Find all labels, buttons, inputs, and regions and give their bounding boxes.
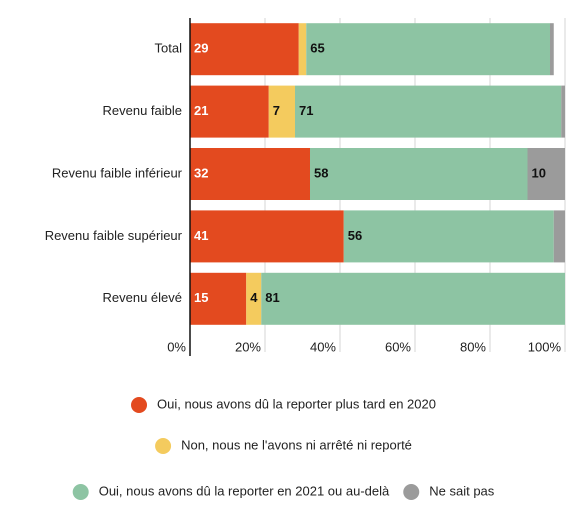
data-label: 15 bbox=[194, 290, 208, 305]
x-tick-label: 0% bbox=[167, 339, 186, 354]
y-tick-label: Revenu élevé bbox=[103, 290, 183, 305]
legend-label: Ne sait pas bbox=[429, 483, 495, 498]
x-tick-label: 20% bbox=[235, 339, 261, 354]
bar-segment bbox=[343, 210, 554, 263]
legend-label: Oui, nous avons dû la reporter en 2021 o… bbox=[99, 483, 390, 498]
legend-label: Non, nous ne l'avons ni arrêté ni report… bbox=[181, 437, 412, 452]
bar-segment bbox=[190, 85, 269, 138]
x-tick-label: 80% bbox=[460, 339, 486, 354]
y-tick-label: Total bbox=[155, 41, 183, 56]
bar-segment bbox=[190, 272, 247, 325]
bar-segment bbox=[306, 23, 550, 76]
bar-segment bbox=[261, 272, 565, 325]
bar-segment bbox=[295, 85, 562, 138]
bar-segment bbox=[561, 85, 565, 138]
x-tick-label: 60% bbox=[385, 339, 411, 354]
bar-segment bbox=[550, 23, 554, 76]
bar-segment bbox=[190, 148, 310, 200]
bar-segment bbox=[246, 272, 262, 325]
bar-segment bbox=[268, 85, 295, 138]
y-tick-label: Revenu faible bbox=[103, 103, 183, 118]
data-label: 65 bbox=[310, 41, 324, 56]
data-label: 4 bbox=[250, 290, 258, 305]
legend-item: Oui, nous avons dû la reporter en 2021 o… bbox=[72, 483, 390, 500]
data-label: 21 bbox=[194, 103, 208, 118]
legend-label: Oui, nous avons dû la reporter plus tard… bbox=[157, 396, 436, 411]
bar-segment bbox=[310, 148, 528, 200]
data-label: 10 bbox=[532, 165, 546, 180]
bar-segment bbox=[298, 23, 307, 76]
bar-segment bbox=[190, 210, 344, 263]
data-label: 41 bbox=[194, 228, 208, 243]
data-label: 56 bbox=[348, 228, 362, 243]
data-label: 7 bbox=[273, 103, 280, 118]
data-label: 81 bbox=[265, 290, 279, 305]
legend-swatch bbox=[155, 438, 172, 454]
legend-swatch bbox=[403, 484, 420, 500]
bar-segment bbox=[190, 23, 299, 76]
bars: 29 65 21 7 71 32 58 10 41 56 15 4 81 bbox=[190, 23, 565, 325]
data-label: 32 bbox=[194, 165, 208, 180]
bar-segment bbox=[527, 148, 565, 200]
data-label: 29 bbox=[194, 41, 208, 56]
bar-segment bbox=[553, 210, 565, 263]
legend-item: Non, nous ne l'avons ni arrêté ni report… bbox=[155, 437, 412, 454]
legend-swatch bbox=[72, 484, 89, 500]
data-label: 58 bbox=[314, 165, 328, 180]
y-tick-label: Revenu faible inférieur bbox=[52, 165, 183, 180]
x-tick-label: 40% bbox=[310, 339, 336, 354]
x-tick-label: 100% bbox=[528, 339, 562, 354]
legend-item: Oui, nous avons dû la reporter plus tard… bbox=[131, 396, 436, 413]
data-label: 71 bbox=[299, 103, 313, 118]
legend-item: Ne sait pas bbox=[403, 483, 495, 500]
legend-swatch bbox=[131, 397, 148, 413]
y-tick-label: Revenu faible supérieur bbox=[45, 228, 183, 243]
